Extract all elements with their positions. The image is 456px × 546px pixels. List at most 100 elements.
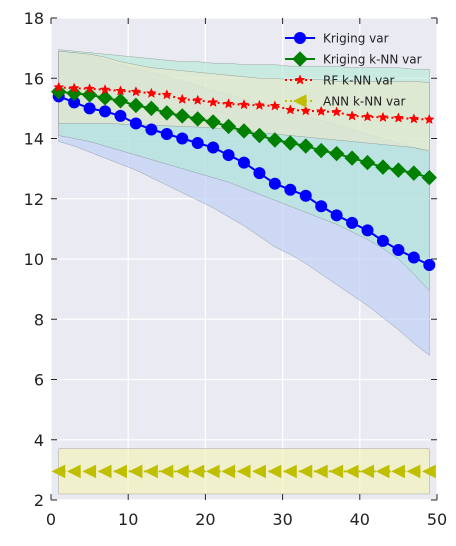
marker-series-3: [190, 464, 205, 479]
marker-series-2: [161, 89, 173, 100]
marker-series-0: [407, 251, 420, 264]
marker-series-0: [361, 224, 374, 237]
marker-series-0: [423, 259, 436, 272]
marker-series-2: [315, 105, 327, 116]
marker-series-0: [129, 117, 142, 130]
marker-series-1: [298, 138, 314, 154]
marker-series-1: [97, 90, 113, 106]
marker-series-3: [360, 464, 375, 479]
marker-series-2: [115, 85, 126, 96]
marker-series-0: [253, 167, 266, 180]
marker-series-1: [267, 132, 283, 148]
marker-series-2: [84, 83, 95, 94]
marker-series-2: [207, 96, 219, 107]
marker-series-3: [329, 464, 344, 479]
marker-series-1: [159, 105, 175, 121]
marker-series-0: [330, 209, 343, 222]
marker-series-1: [251, 127, 268, 144]
marker-series-2: [192, 94, 204, 105]
marker-series-1: [174, 108, 190, 124]
marker-series-3: [175, 464, 189, 479]
legend-label-2: RF k-NN var: [323, 74, 395, 88]
marker-series-1: [189, 111, 206, 127]
marker-series-0: [392, 243, 405, 256]
marker-series-1: [128, 97, 144, 114]
marker-series-3: [314, 464, 328, 479]
marker-series-1: [205, 114, 221, 130]
marker-series-3: [298, 464, 313, 479]
marker-series-3: [283, 464, 297, 479]
legend-marker-0: [294, 32, 306, 44]
marker-series-0: [315, 200, 328, 213]
y-tick-label: 6: [34, 371, 44, 390]
marker-series-2: [238, 99, 250, 110]
x-tick-label: 20: [195, 510, 215, 529]
marker-series-0: [191, 137, 204, 150]
marker-series-0: [160, 127, 173, 140]
x-tick-label: 30: [272, 510, 292, 529]
marker-series-3: [375, 464, 390, 479]
x-tick-label: 40: [350, 510, 370, 529]
marker-series-2: [392, 112, 404, 123]
marker-series-1: [112, 93, 129, 109]
marker-series-3: [206, 464, 220, 479]
x-tick-label: 0: [46, 510, 56, 529]
marker-series-3: [267, 464, 282, 479]
marker-series-1: [143, 100, 160, 117]
marker-series-2: [68, 82, 80, 93]
legend-marker-3: [292, 94, 307, 108]
marker-series-3: [422, 464, 436, 479]
marker-series-2: [145, 87, 157, 98]
marker-series-1: [375, 159, 391, 175]
legend-label-1: Kriging k-NN var: [323, 53, 422, 67]
marker-series-1: [282, 135, 299, 151]
marker-series-3: [144, 464, 158, 479]
marker-series-0: [238, 156, 250, 169]
marker-series-2: [408, 113, 420, 124]
marker-series-0: [207, 141, 220, 154]
marker-series-1: [328, 145, 345, 162]
marker-series-3: [391, 464, 405, 479]
series-markers: [51, 81, 437, 479]
marker-series-1: [220, 118, 237, 135]
marker-series-1: [406, 165, 422, 181]
marker-series-1: [236, 123, 252, 139]
marker-series-0: [268, 177, 281, 190]
y-tick-label: 16: [24, 69, 44, 88]
marker-series-0: [176, 132, 189, 145]
marker-series-2: [269, 100, 281, 111]
marker-series-0: [145, 123, 158, 136]
axes: 0 10 20 30 40 50 2 4 6 8 10 12 14 16 18: [24, 9, 448, 529]
marker-series-3: [252, 464, 266, 479]
marker-series-0: [299, 189, 312, 202]
marker-series-3: [97, 464, 112, 479]
marker-series-0: [83, 102, 96, 115]
marker-series-2: [346, 110, 358, 121]
marker-series-0: [114, 109, 127, 122]
marker-series-2: [331, 106, 343, 117]
y-tick-label: 4: [34, 431, 44, 450]
marker-series-3: [113, 464, 127, 479]
y-tick-label: 18: [24, 9, 44, 28]
marker-series-3: [159, 464, 174, 479]
marker-series-2: [284, 104, 296, 115]
marker-series-1: [421, 169, 437, 186]
marker-series-1: [66, 85, 82, 102]
y-tick-label: 14: [24, 130, 44, 149]
y-tick-label: 2: [34, 491, 44, 510]
marker-series-0: [222, 149, 235, 162]
marker-series-3: [221, 464, 236, 479]
marker-series-2: [254, 99, 265, 110]
marker-series-2: [377, 111, 389, 123]
marker-series-2: [423, 113, 435, 125]
y-tick-label: 12: [24, 190, 44, 209]
legend-marker-2: [294, 74, 306, 85]
marker-series-1: [51, 84, 67, 100]
marker-series-0: [284, 183, 297, 196]
marker-series-3: [51, 464, 66, 479]
marker-series-3: [344, 464, 359, 479]
y-tick-label: 10: [24, 250, 44, 269]
legend-label-3: ANN k-NN var: [323, 95, 405, 109]
marker-series-1: [390, 162, 407, 178]
